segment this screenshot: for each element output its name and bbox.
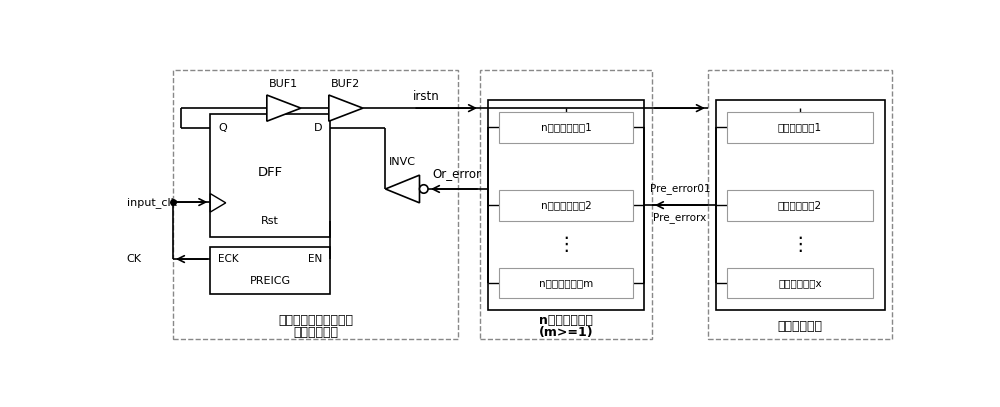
Text: n输入动态或门2: n输入动态或门2 (541, 200, 591, 210)
Text: ⋮: ⋮ (556, 234, 576, 254)
Bar (499, 267, 633, 298)
Text: input_clk: input_clk (127, 197, 177, 208)
Text: n输入动态或门m: n输入动态或门m (539, 278, 593, 288)
Text: n输入动态或门: n输入动态或门 (539, 314, 593, 327)
Bar (708, 70, 892, 339)
Bar (488, 101, 644, 310)
Bar (480, 70, 652, 339)
Text: BUF2: BUF2 (331, 79, 360, 89)
Text: (m>=1): (m>=1) (539, 326, 593, 339)
Text: Pre_errorx: Pre_errorx (653, 212, 707, 223)
Bar (173, 70, 458, 339)
Text: Rst: Rst (261, 216, 279, 225)
Text: n输入动态或门1: n输入动态或门1 (541, 123, 591, 132)
Circle shape (420, 185, 428, 193)
Text: irstn: irstn (413, 90, 440, 103)
Text: ECK: ECK (218, 254, 239, 264)
Text: D: D (314, 123, 323, 133)
Text: 时钟控制及动态门复位: 时钟控制及动态门复位 (278, 314, 353, 327)
Bar (727, 112, 873, 143)
Bar (716, 101, 885, 310)
Text: 信号产生模块: 信号产生模块 (293, 326, 338, 339)
Text: 在线监测单元: 在线监测单元 (778, 320, 823, 333)
Polygon shape (210, 194, 226, 212)
Text: INVC: INVC (389, 158, 416, 167)
Bar (727, 267, 873, 298)
Text: PREICG: PREICG (250, 276, 291, 286)
Bar (210, 247, 330, 295)
Text: 在线监测单元1: 在线监测单元1 (778, 123, 822, 132)
Text: DFF: DFF (258, 166, 283, 179)
Text: ⋮: ⋮ (790, 234, 810, 254)
Text: EN: EN (308, 254, 323, 264)
Bar (727, 190, 873, 221)
Text: Or_error: Or_error (432, 167, 481, 180)
Text: 在线监测单元2: 在线监测单元2 (778, 200, 822, 210)
Polygon shape (329, 95, 363, 121)
Bar (210, 114, 330, 238)
Polygon shape (385, 175, 420, 203)
Text: 在线监测单元x: 在线监测单元x (778, 278, 822, 288)
Text: ......: ...... (669, 197, 691, 207)
Text: BUF1: BUF1 (269, 79, 298, 89)
Text: Q: Q (218, 123, 227, 133)
Bar (499, 190, 633, 221)
Polygon shape (267, 95, 301, 121)
Text: CK: CK (127, 254, 142, 264)
Bar (499, 112, 633, 143)
Text: Pre_error01: Pre_error01 (650, 183, 710, 194)
